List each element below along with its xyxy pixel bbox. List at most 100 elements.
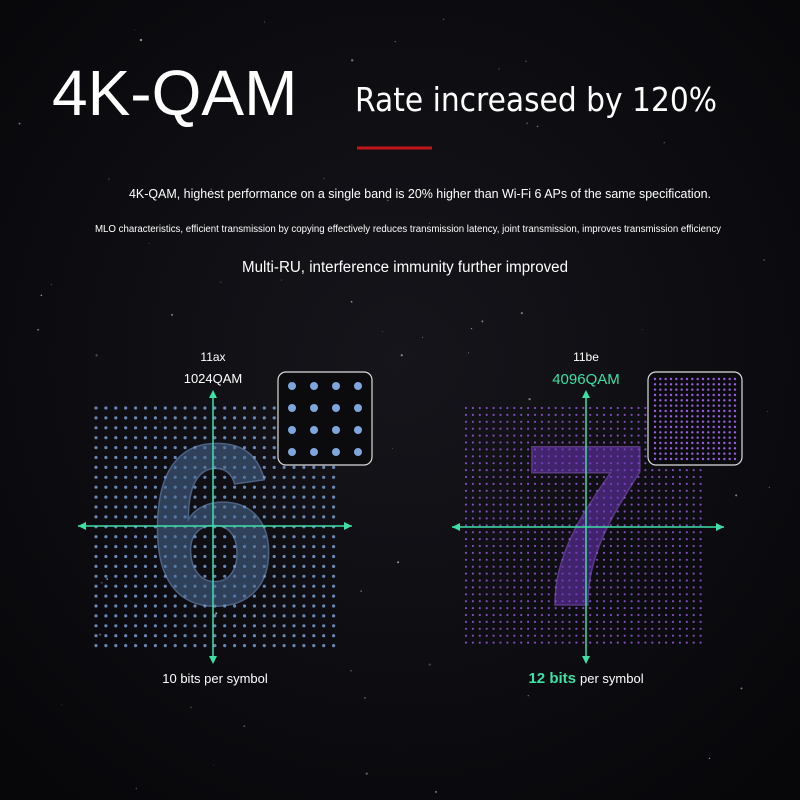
constellation-dot — [513, 544, 516, 548]
constellation-dot — [513, 538, 516, 541]
constellation-dot — [575, 489, 578, 492]
constellation-dot — [163, 485, 167, 489]
constellation-dot — [233, 614, 237, 618]
inset-dot — [685, 447, 689, 450]
constellation-dot — [678, 517, 682, 520]
constellation-dot — [143, 436, 148, 440]
constellation-dot — [527, 406, 530, 410]
inset-dot — [680, 377, 683, 381]
star — [220, 467, 222, 469]
star — [212, 764, 214, 766]
constellation-dot — [499, 441, 502, 444]
constellation-dot — [533, 544, 537, 548]
constellation-dot — [499, 489, 502, 492]
constellation-dot — [203, 436, 207, 440]
inset-dot — [707, 383, 710, 386]
inset-dot — [669, 431, 673, 434]
constellation-dot — [596, 475, 599, 479]
subtitle: Rate increased by 120% — [355, 80, 717, 119]
constellation-dot — [292, 634, 296, 638]
inset-dot — [733, 388, 737, 391]
constellation-dot — [540, 531, 544, 534]
inset-dot — [669, 399, 673, 402]
constellation-dot — [520, 510, 523, 513]
constellation-dot — [485, 579, 488, 582]
constellation-dot — [223, 574, 227, 578]
constellation-dot — [513, 455, 516, 458]
inset-dot — [691, 377, 694, 381]
constellation-dot — [262, 475, 266, 479]
inset-dot — [723, 441, 726, 445]
constellation-dot — [561, 634, 564, 637]
constellation-dot — [124, 644, 128, 648]
constellation-dot — [292, 594, 296, 598]
constellation-dot — [153, 564, 157, 569]
constellation-dot — [547, 434, 550, 437]
constellation-dot — [492, 406, 495, 410]
constellation-dot — [143, 515, 148, 519]
inset-dot — [685, 388, 689, 391]
constellation-dot — [547, 469, 550, 472]
constellation-dot — [609, 641, 613, 644]
constellation-dot — [478, 420, 481, 423]
constellation-dot — [322, 475, 326, 479]
constellation-dot — [302, 535, 306, 539]
constellation-dot — [471, 634, 474, 637]
constellation-dot — [272, 545, 276, 549]
constellation-dot — [568, 427, 571, 430]
constellation-dot — [492, 627, 495, 630]
constellation-dot — [582, 613, 585, 617]
constellation-dot — [104, 515, 108, 519]
constellation-dot — [602, 475, 606, 479]
constellation-dot — [183, 495, 187, 499]
constellation-dot — [561, 641, 564, 644]
inset-dot — [733, 415, 737, 418]
constellation-dot — [173, 416, 177, 420]
constellation-dot — [513, 517, 516, 520]
constellation-dot — [183, 455, 187, 460]
inset-dot — [701, 441, 705, 445]
constellation-dot — [242, 545, 247, 549]
constellation-dot — [665, 524, 668, 527]
constellation-dot — [506, 517, 509, 520]
constellation-dot — [492, 420, 495, 423]
constellation-dot — [163, 426, 167, 430]
inset-dot — [653, 441, 657, 445]
constellation-dot — [568, 607, 571, 610]
constellation-dot — [104, 584, 108, 588]
constellation-dot — [513, 634, 516, 637]
constellation-dot — [554, 434, 557, 437]
constellation-dot — [520, 517, 523, 520]
constellation-dot — [134, 515, 138, 519]
constellation-dot — [173, 485, 177, 489]
inset-dot — [653, 425, 657, 429]
constellation-dot — [223, 446, 227, 450]
constellation-dot — [623, 406, 626, 410]
inset-dot — [701, 399, 705, 402]
inset-dot — [701, 393, 705, 397]
inset-dot — [354, 382, 362, 390]
star — [171, 313, 174, 316]
star — [360, 590, 362, 592]
constellation-dot — [533, 586, 537, 589]
inset-dot — [664, 399, 667, 402]
star — [481, 320, 484, 323]
constellation-dot — [471, 544, 474, 548]
constellation-dot — [699, 634, 702, 637]
star — [215, 612, 218, 615]
constellation-dot — [540, 496, 544, 499]
constellation-dot — [540, 544, 544, 548]
constellation-dot — [513, 475, 516, 479]
constellation-dot — [637, 434, 640, 437]
inset-dot — [685, 441, 689, 445]
constellation-dot — [589, 503, 592, 506]
star — [435, 791, 437, 793]
stars — [18, 18, 770, 793]
constellation-dot — [332, 535, 336, 539]
constellation-dot — [685, 475, 688, 479]
constellation-dot — [506, 413, 509, 416]
inset-dot — [701, 436, 705, 439]
constellation-dot — [596, 531, 599, 534]
inset-dot — [653, 415, 657, 418]
constellation-dot — [561, 413, 564, 416]
